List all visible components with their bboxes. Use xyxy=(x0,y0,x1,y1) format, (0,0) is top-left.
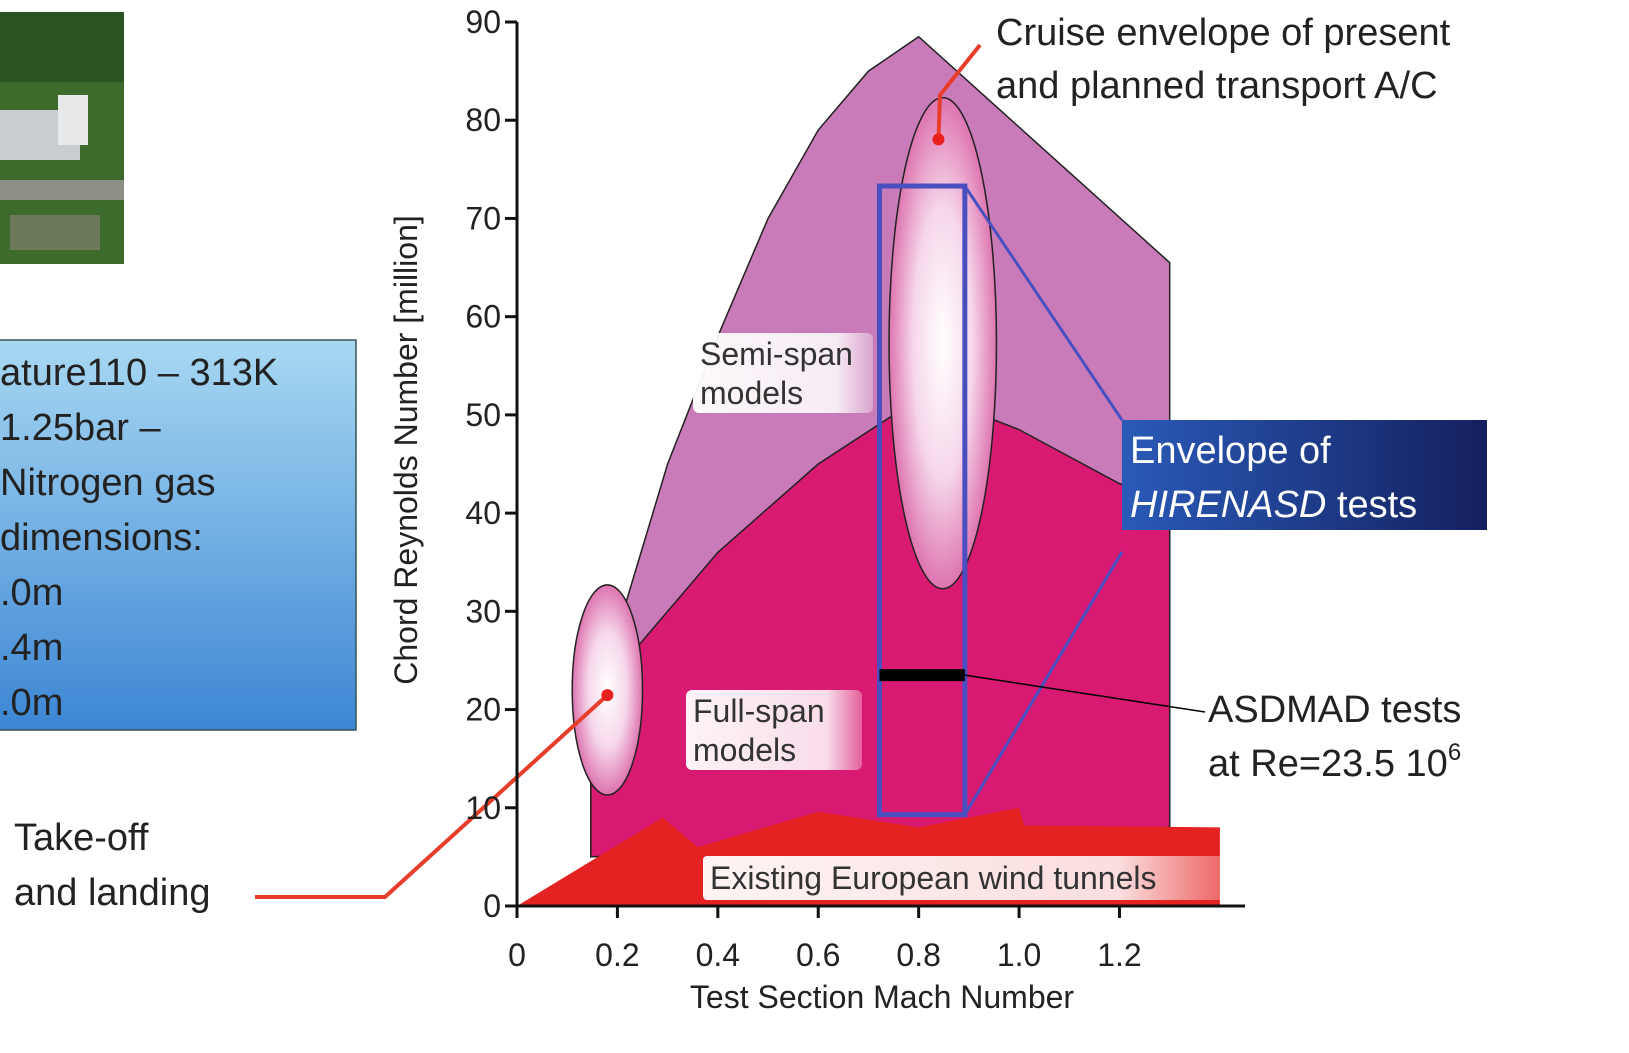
full-span-label: Full-span xyxy=(693,693,825,729)
pointer-dot xyxy=(601,689,613,701)
x-tick-label: 0.4 xyxy=(696,937,740,973)
x-tick-label: 0.6 xyxy=(796,937,840,973)
asdmad-exp: 6 xyxy=(1448,739,1461,766)
y-tick-label: 90 xyxy=(465,4,501,40)
hirenasd-label: HIRENASD tests xyxy=(1130,484,1417,526)
semi-span-label: Semi-span xyxy=(700,336,853,372)
info-line: .0m xyxy=(0,572,63,614)
y-tick-label: 50 xyxy=(465,397,501,433)
photo xyxy=(0,12,124,264)
y-tick-label: 10 xyxy=(465,790,501,826)
tunnels-label: Existing European wind tunnels xyxy=(710,860,1157,896)
asdmad-label: ASDMAD tests xyxy=(1208,689,1461,731)
page: {"slide": {"info_box": ["ature110 \u2013… xyxy=(0,0,1629,1053)
semi-span-label: models xyxy=(700,375,803,411)
hirenasd-italic: HIRENASD xyxy=(1130,484,1326,526)
x-tick-label: 0.2 xyxy=(595,937,639,973)
y-tick-label: 0 xyxy=(483,888,501,924)
x-tick-label: 0 xyxy=(508,937,526,973)
y-axis-title: Chord Reynolds Number [million] xyxy=(388,215,424,685)
x-tick-label: 1.2 xyxy=(1097,937,1141,973)
x-tick-label: 1.0 xyxy=(997,937,1041,973)
slide: ature110 – 313K 1.25bar – Nitrogen gas dime… xyxy=(0,0,1629,1053)
asdmad-label: at Re=23.5 106 xyxy=(1208,739,1461,785)
pointer-dot xyxy=(932,133,944,145)
hirenasd-label: Envelope of xyxy=(1130,430,1331,472)
info-line: ature110 – 313K xyxy=(0,352,278,394)
info-line: 1.25bar – xyxy=(0,407,161,449)
x-axis-title: Test Section Mach Number xyxy=(690,979,1075,1015)
info-line: .4m xyxy=(0,627,63,669)
info-line: .0m xyxy=(0,682,63,724)
full-span-label: models xyxy=(693,732,796,768)
info-line: Nitrogen gas xyxy=(0,462,215,504)
cruise-label: Cruise envelope of present xyxy=(996,12,1451,54)
y-tick-label: 20 xyxy=(465,692,501,728)
y-tick-label: 80 xyxy=(465,102,501,138)
takeoff-label: and landing xyxy=(14,872,211,914)
cruise-label: and planned transport A/C xyxy=(996,65,1438,107)
y-tick-label: 60 xyxy=(465,299,501,335)
x-tick-label: 0.8 xyxy=(896,937,940,973)
y-tick-label: 70 xyxy=(465,200,501,236)
y-tick-label: 40 xyxy=(465,495,501,531)
hirenasd-rest: tests xyxy=(1337,484,1417,526)
ellipse xyxy=(889,98,996,589)
info-line: dimensions: xyxy=(0,517,203,559)
asdmad-re: at Re=23.5 10 xyxy=(1208,743,1448,785)
y-tick-label: 30 xyxy=(465,593,501,629)
takeoff-label: Take-off xyxy=(14,817,149,859)
